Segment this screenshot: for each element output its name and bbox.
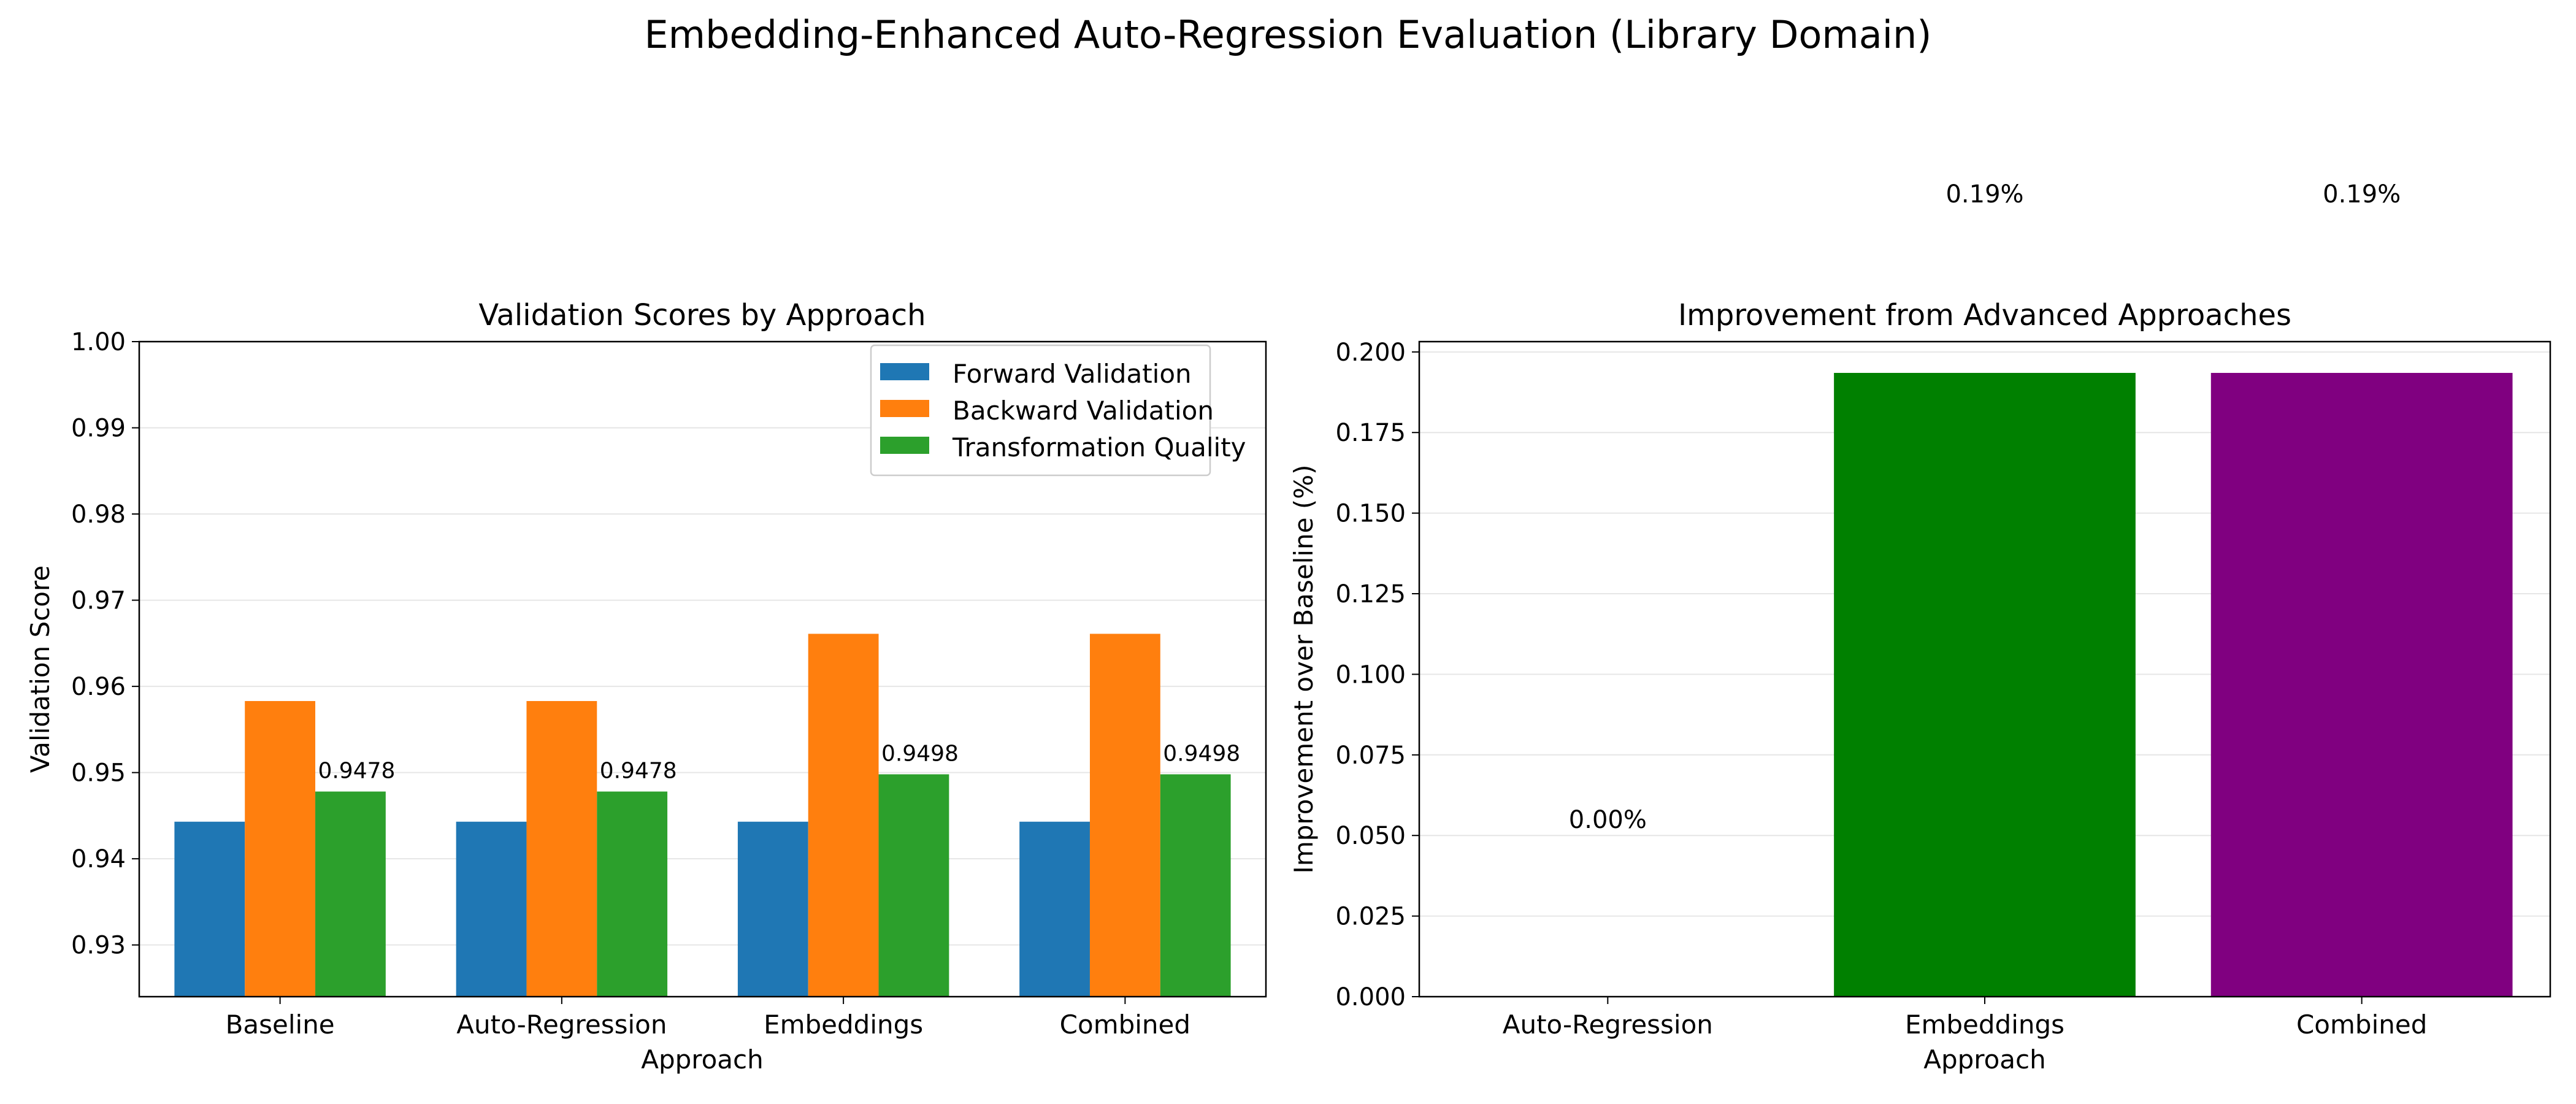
bar-forward [174, 821, 245, 997]
right-chart-y-ticks: 0.000 0.025 0.050 0.075 0.100 0.125 0.150 0.175… [1335, 339, 1419, 1011]
x-tick-label: Auto-Regression [1503, 1010, 1713, 1040]
y-tick-label: 0.025 [1335, 903, 1406, 931]
value-label: 0.9478 [600, 759, 677, 784]
left-chart-y-ticks: 0.93 0.94 0.95 0.96 0.97 0.98 0.99 1.00 [71, 328, 139, 960]
left-chart-bars [174, 634, 1231, 997]
right-chart-value-labels: 0.00% 0.19% 0.19% [1569, 180, 2401, 834]
value-label: 0.9498 [881, 741, 959, 766]
legend-swatch-transform [880, 437, 929, 454]
bar-embeddings [1834, 372, 2136, 997]
bar-backward [808, 634, 879, 997]
bar-backward [526, 700, 597, 997]
left-chart-axes-frame [138, 340, 1267, 998]
bar-transform [878, 774, 949, 997]
right-chart-x-axis-label: Approach [1923, 1045, 2046, 1075]
value-label: 0.19% [2323, 180, 2401, 209]
x-tick-label: Embeddings [1905, 1010, 2064, 1040]
bar-forward [737, 821, 808, 997]
y-tick-label: 0.100 [1335, 661, 1406, 689]
x-tick-label: Auto-Regression [456, 1010, 667, 1040]
bar-backward [245, 700, 316, 997]
value-label: 0.9478 [318, 759, 395, 784]
y-tick-label: 0.95 [71, 759, 126, 788]
x-tick-label: Combined [1060, 1010, 1190, 1040]
x-tick-label: Embeddings [764, 1010, 923, 1040]
legend-box [870, 344, 1211, 477]
bar-transform [1160, 774, 1231, 997]
value-label: 0.9498 [1163, 741, 1240, 766]
x-tick-label: Combined [2296, 1010, 2427, 1040]
left-chart-x-ticks: Baseline Auto-Regression Embeddings Combine… [226, 997, 1190, 1040]
bar-transform [315, 791, 386, 997]
legend-swatch-forward [880, 363, 929, 380]
bar-forward [1019, 821, 1090, 997]
y-tick-label: 0.93 [71, 932, 126, 960]
y-tick-label: 0.98 [71, 500, 126, 529]
left-chart-legend: Forward Validation Backward Validation T… [870, 344, 1246, 477]
right-chart-x-ticks: Auto-Regression Embeddings Combined [1503, 997, 2427, 1040]
y-tick-label: 0.97 [71, 587, 126, 615]
legend-label-backward: Backward Validation [953, 396, 1214, 426]
improvement-chart: 0.00% 0.19% 0.19% 0.000 0.025 0.050 0.075 0.10… [1289, 180, 2551, 1075]
value-label: 0.19% [1945, 180, 2023, 209]
left-chart-title: Validation Scores by Approach [478, 298, 926, 332]
y-tick-label: 0.96 [71, 673, 126, 701]
right-chart-title: Improvement from Advanced Approaches [1678, 298, 2291, 332]
y-tick-label: 0.99 [71, 415, 126, 443]
x-tick-label: Baseline [226, 1010, 335, 1040]
bar-backward [1089, 634, 1160, 997]
right-chart-bars [1834, 372, 2513, 997]
y-tick-label: 0.075 [1335, 742, 1406, 770]
legend-swatch-backward [880, 400, 929, 417]
figure-title: Embedding-Enhanced Auto-Regression Evalu… [645, 12, 1932, 57]
legend-label-transform: Transformation Quality [952, 432, 1246, 462]
bar-forward [456, 821, 527, 997]
y-tick-label: 0.94 [71, 845, 126, 873]
left-chart-value-labels: 0.9478 0.9478 0.9498 0.9498 [318, 741, 1240, 783]
legend-label-forward: Forward Validation [953, 359, 1192, 389]
y-tick-label: 0.200 [1335, 339, 1406, 367]
bar-combined [2210, 372, 2513, 997]
left-chart-y-axis-label: Validation Score [25, 565, 55, 773]
y-tick-label: 0.125 [1335, 580, 1406, 608]
bar-transform [597, 791, 668, 997]
y-tick-label: 0.000 [1335, 983, 1406, 1011]
y-tick-label: 1.00 [71, 328, 126, 356]
left-chart-x-axis-label: Approach [641, 1045, 764, 1075]
right-chart-y-axis-label: Improvement over Baseline (%) [1289, 465, 1319, 874]
y-tick-label: 0.150 [1335, 500, 1406, 528]
y-tick-label: 0.175 [1335, 419, 1406, 447]
value-label: 0.00% [1569, 806, 1647, 834]
y-tick-label: 0.050 [1335, 822, 1406, 850]
